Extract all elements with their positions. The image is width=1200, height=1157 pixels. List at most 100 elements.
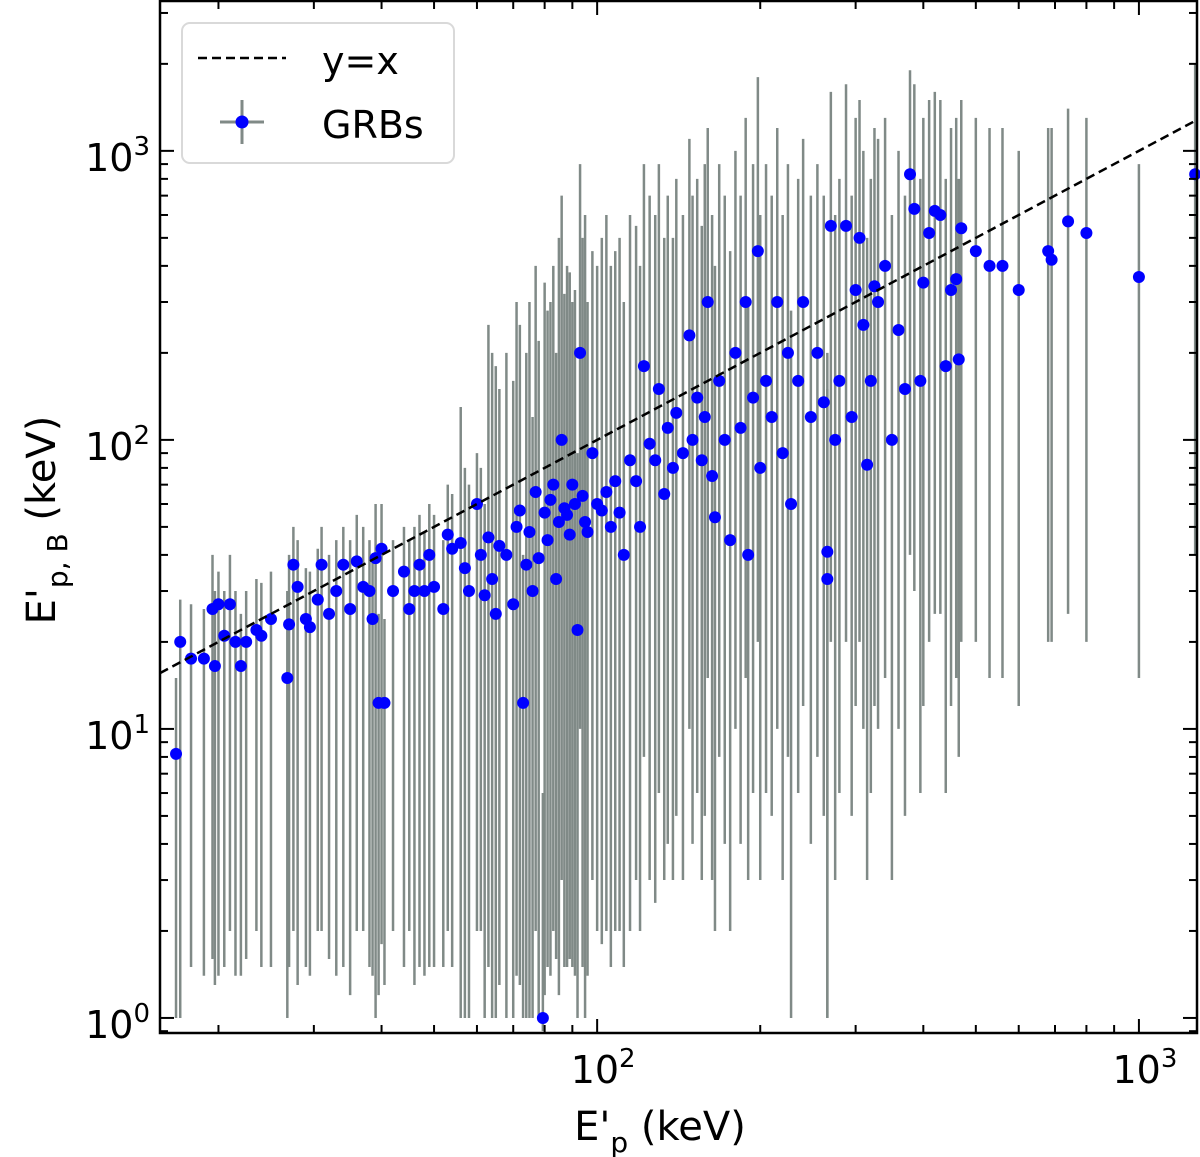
- data-point: [576, 489, 589, 502]
- data-point: [934, 208, 947, 221]
- data-point: [872, 295, 885, 308]
- data-point: [510, 520, 523, 533]
- data-point: [281, 672, 294, 685]
- data-point: [879, 259, 892, 272]
- data-point: [945, 284, 958, 297]
- y-tick-label: 101: [85, 710, 150, 758]
- data-point: [568, 498, 581, 511]
- data-point: [1012, 284, 1025, 297]
- data-point: [311, 593, 324, 606]
- data-point: [1062, 215, 1075, 228]
- x-axis-label: E'p (keV): [574, 1104, 746, 1157]
- data-point: [754, 461, 767, 474]
- data-point: [507, 598, 520, 611]
- data-point: [240, 635, 253, 648]
- data-point: [765, 411, 778, 424]
- data-point: [397, 565, 410, 578]
- data-point: [864, 374, 877, 387]
- data-point: [670, 406, 683, 419]
- data-point: [478, 589, 491, 602]
- data-point: [698, 411, 711, 424]
- legend-label-grbs: GRBs: [322, 103, 424, 147]
- data-point: [526, 585, 539, 598]
- data-point: [885, 433, 898, 446]
- data-point: [706, 470, 719, 483]
- data-point: [408, 585, 421, 598]
- data-point: [695, 454, 708, 467]
- data-point: [643, 437, 656, 450]
- data-point: [536, 1011, 549, 1024]
- data-point: [771, 295, 784, 308]
- data-point: [811, 346, 824, 359]
- legend-label-yx: y=x: [322, 39, 399, 83]
- data-point: [729, 346, 742, 359]
- data-point: [898, 382, 911, 395]
- data-point: [563, 528, 576, 541]
- data-point: [853, 231, 866, 244]
- data-point: [523, 526, 536, 539]
- data-point: [208, 660, 221, 673]
- data-point: [845, 411, 858, 424]
- data-point: [174, 635, 187, 648]
- data-point: [571, 623, 584, 636]
- data-points: [170, 168, 1200, 1024]
- data-point: [785, 498, 798, 511]
- data-point: [751, 245, 764, 258]
- data-point: [550, 573, 563, 586]
- data-point: [892, 324, 905, 337]
- legend-box: [181, 22, 455, 164]
- legend: y=x GRBs: [181, 22, 455, 164]
- data-point: [185, 652, 198, 665]
- data-point: [833, 374, 846, 387]
- plot-frame: [158, 0, 1199, 1035]
- data-point: [666, 461, 679, 474]
- data-point: [676, 447, 689, 460]
- data-point: [255, 629, 268, 642]
- data-point: [649, 454, 662, 467]
- data-point: [917, 276, 930, 289]
- data-point: [538, 506, 551, 519]
- data-point: [555, 433, 568, 446]
- data-point: [914, 374, 927, 387]
- data-point: [595, 504, 608, 517]
- data-point: [423, 548, 436, 561]
- data-point: [983, 259, 996, 272]
- data-point: [223, 598, 236, 611]
- data-point: [658, 487, 671, 500]
- data-point: [1080, 226, 1093, 239]
- data-point: [344, 602, 357, 615]
- data-point: [824, 219, 837, 232]
- error-bars: [174, 63, 1197, 1032]
- data-point: [574, 346, 587, 359]
- data-point: [375, 542, 388, 555]
- data-point: [683, 329, 696, 342]
- data-point: [742, 548, 755, 561]
- data-point: [776, 447, 789, 460]
- data-point: [600, 486, 613, 499]
- data-point: [817, 396, 830, 409]
- data-point: [413, 558, 426, 571]
- data-point: [739, 295, 752, 308]
- x-tick-label: 103: [1112, 1044, 1177, 1092]
- data-point: [229, 635, 242, 648]
- data-point: [197, 652, 210, 665]
- data-point: [797, 295, 810, 308]
- y-tick-label: 102: [85, 421, 150, 469]
- data-point: [520, 558, 533, 571]
- data-point: [939, 360, 952, 373]
- data-point: [691, 391, 704, 404]
- y-equals-x-line: [159, 118, 1198, 675]
- data-point: [532, 552, 545, 565]
- data-point: [950, 273, 963, 286]
- data-point: [637, 360, 650, 373]
- data-point: [378, 696, 391, 709]
- data-point: [387, 585, 400, 598]
- data-point: [486, 573, 499, 586]
- data-point: [446, 542, 459, 555]
- data-point: [541, 534, 554, 547]
- data-point: [323, 607, 336, 620]
- data-point: [1045, 253, 1058, 266]
- data-point: [652, 382, 665, 395]
- data-point: [724, 534, 737, 547]
